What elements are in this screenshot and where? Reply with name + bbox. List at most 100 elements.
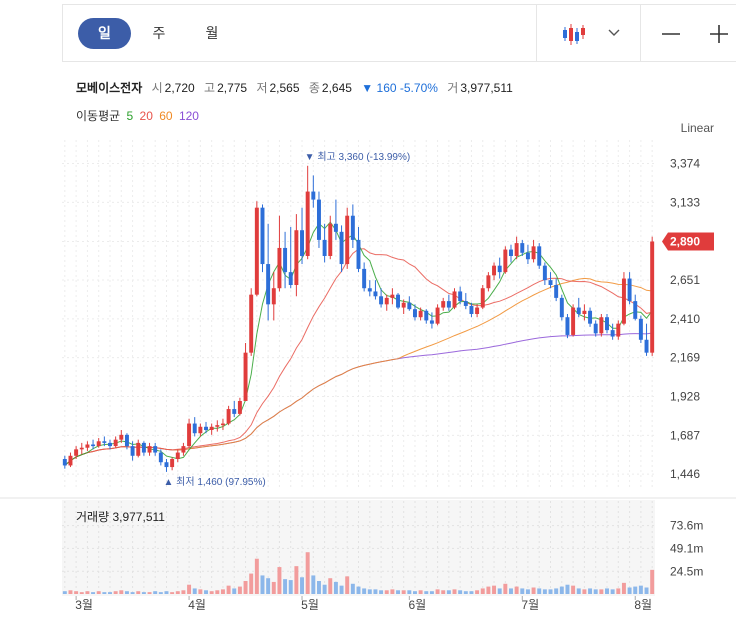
volume-bar — [158, 592, 163, 594]
open-value: 2,720 — [164, 81, 195, 95]
candle-body — [599, 317, 604, 334]
volume-bar — [164, 591, 169, 594]
candle-body — [316, 199, 321, 240]
volume-bar — [650, 569, 655, 594]
min-price-label: ▲ 최저 1,460 (97.95%) — [163, 476, 265, 488]
candle-body — [429, 320, 434, 324]
volume-bar — [542, 589, 547, 594]
volume-bar — [554, 588, 559, 594]
candle-body — [192, 423, 197, 434]
candle-body — [542, 265, 547, 281]
candle-body — [74, 449, 79, 456]
volume-bar — [373, 589, 378, 594]
open-label: 시 — [151, 81, 163, 95]
volume-bar — [266, 578, 271, 594]
volume-bar — [384, 590, 389, 594]
toolbar-divider — [536, 5, 537, 61]
volume-bar — [401, 590, 406, 594]
zoom-out-button[interactable] — [659, 19, 685, 49]
volume-bar — [407, 590, 412, 594]
volume-bar — [582, 589, 587, 594]
candle-body — [271, 288, 276, 305]
candle-body — [463, 301, 468, 306]
candle-body — [435, 307, 440, 324]
candle-body — [384, 297, 389, 305]
volume-bar — [345, 576, 350, 594]
volume-bar — [396, 590, 401, 594]
volume-bar — [452, 589, 457, 594]
candle-body — [124, 434, 129, 447]
price-tick-label: 1,446 — [670, 467, 700, 481]
volume-bar — [277, 567, 282, 594]
volume-bar — [96, 591, 101, 594]
candle-body — [204, 426, 208, 430]
candle-body — [509, 249, 513, 256]
month-label: 3월 — [75, 598, 93, 612]
candle-body — [605, 317, 609, 331]
volume-bar — [531, 587, 536, 594]
price-tick-label: 1,928 — [670, 389, 700, 403]
candle-body — [576, 307, 581, 314]
candle-body — [277, 247, 282, 289]
candle-body — [390, 294, 395, 298]
candle-body — [237, 401, 242, 414]
candle-body — [446, 301, 451, 308]
volume-bar — [215, 590, 220, 594]
change-amount: 160 — [376, 81, 397, 95]
volume-bar — [108, 592, 112, 594]
ma-5-label: 5 — [126, 109, 134, 123]
moving-average-legend: 이동평균 5 20 60 120 — [76, 107, 202, 124]
price-tick-label: 2,169 — [670, 351, 700, 365]
volume-bar — [593, 589, 598, 594]
ma-label: 이동평균 — [76, 109, 121, 123]
candle-body — [638, 318, 643, 340]
candle-body — [593, 323, 598, 334]
candle-body — [333, 223, 338, 232]
candle-body — [356, 239, 361, 269]
volume-bar — [119, 590, 124, 594]
candle-body — [418, 310, 423, 318]
candle-body — [102, 441, 107, 443]
volume-bar — [379, 590, 384, 594]
candle-body — [469, 305, 474, 314]
scale-type-toggle[interactable]: Linear — [680, 121, 714, 135]
volume-bar — [350, 583, 355, 594]
candle-body — [226, 409, 231, 424]
candle-body — [475, 307, 480, 314]
volume-bar — [486, 586, 491, 594]
low-value: 2,565 — [269, 81, 300, 95]
chart-type-selector[interactable] — [558, 19, 628, 49]
candle-body — [616, 323, 621, 337]
zoom-in-button[interactable] — [707, 19, 733, 49]
ma-120-label: 120 — [178, 109, 199, 123]
volume-bar — [514, 586, 519, 594]
volume-panel-label: 거래량 3,977,511 — [76, 510, 165, 524]
candle-body — [633, 301, 638, 319]
candle-body — [130, 446, 135, 456]
volume-bar — [237, 586, 242, 594]
candle-body — [243, 352, 248, 401]
volume-bar — [621, 582, 626, 594]
volume-bar — [271, 581, 276, 594]
low-label: 저 — [256, 81, 268, 95]
volume-bar — [497, 588, 502, 594]
volume-bar — [220, 589, 225, 594]
volume-bar — [492, 585, 497, 594]
volume-bar — [192, 588, 197, 594]
volume-bar — [198, 589, 203, 594]
candle-body — [492, 265, 497, 276]
candle-body — [401, 302, 406, 308]
candle-body — [305, 191, 310, 256]
tab-day[interactable]: 일 — [78, 18, 131, 49]
candle-body — [187, 423, 192, 447]
tab-week[interactable]: 주 — [152, 25, 166, 41]
volume-bar — [441, 590, 446, 594]
volume-bar — [605, 588, 609, 594]
candle-body — [153, 446, 158, 453]
close-value: 2,645 — [321, 81, 352, 95]
volume-bar — [322, 584, 327, 594]
month-label: 4월 — [188, 598, 206, 612]
volume-bar — [633, 586, 638, 594]
tab-month[interactable]: 월 — [205, 25, 219, 41]
